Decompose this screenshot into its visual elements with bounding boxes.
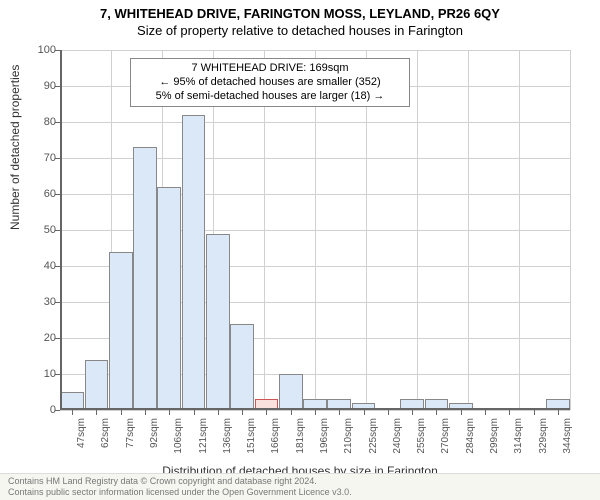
x-tick	[121, 410, 122, 415]
x-tick-label: 181sqm	[295, 418, 306, 468]
x-tick	[461, 410, 462, 415]
y-tick-label: 10	[30, 368, 56, 380]
x-tick-label: 225sqm	[368, 418, 379, 468]
grid-line-v	[468, 50, 469, 410]
x-tick-label: 136sqm	[222, 418, 233, 468]
x-tick	[315, 410, 316, 415]
info-box: 7 WHITEHEAD DRIVE: 169sqm← 95% of detach…	[130, 58, 410, 107]
x-tick	[436, 410, 437, 415]
info-line-2: ← 95% of detached houses are smaller (35…	[137, 76, 403, 90]
footer-line-1: Contains HM Land Registry data © Crown c…	[8, 476, 592, 487]
footer: Contains HM Land Registry data © Crown c…	[0, 473, 600, 500]
x-tick-label: 255sqm	[416, 418, 427, 468]
y-axis-label: Number of detached properties	[8, 65, 22, 230]
bar	[279, 374, 303, 410]
x-tick	[145, 410, 146, 415]
x-tick-label: 299sqm	[489, 418, 500, 468]
y-tick-label: 30	[30, 296, 56, 308]
y-tick-label: 40	[30, 260, 56, 272]
plot-area: 7 WHITEHEAD DRIVE: 169sqm← 95% of detach…	[60, 50, 570, 410]
info-line-1: 7 WHITEHEAD DRIVE: 169sqm	[137, 62, 403, 76]
x-tick-label: 151sqm	[246, 418, 257, 468]
x-tick-label: 240sqm	[392, 418, 403, 468]
x-tick	[534, 410, 535, 415]
y-tick-label: 90	[30, 80, 56, 92]
x-tick-label: 329sqm	[538, 418, 549, 468]
x-tick	[339, 410, 340, 415]
x-tick	[558, 410, 559, 415]
bar	[182, 115, 206, 410]
x-axis-line	[60, 408, 570, 410]
bar	[230, 324, 254, 410]
x-tick-label: 210sqm	[343, 418, 354, 468]
x-tick-label: 314sqm	[513, 418, 524, 468]
x-tick	[291, 410, 292, 415]
y-tick-label: 60	[30, 188, 56, 200]
x-tick	[364, 410, 365, 415]
footer-line-2: Contains public sector information licen…	[8, 487, 592, 498]
x-tick	[96, 410, 97, 415]
page-title: 7, WHITEHEAD DRIVE, FARINGTON MOSS, LEYL…	[0, 0, 600, 21]
x-tick	[266, 410, 267, 415]
bar	[85, 360, 109, 410]
x-tick-label: 166sqm	[270, 418, 281, 468]
x-tick	[194, 410, 195, 415]
grid-line-v	[519, 50, 520, 410]
x-tick-label: 284sqm	[465, 418, 476, 468]
x-tick-label: 196sqm	[319, 418, 330, 468]
x-tick	[485, 410, 486, 415]
x-tick-label: 344sqm	[562, 418, 573, 468]
chart-subtitle: Size of property relative to detached ho…	[0, 21, 600, 38]
x-tick	[242, 410, 243, 415]
grid-line-v	[417, 50, 418, 410]
y-tick-label: 50	[30, 224, 56, 236]
grid-line-v	[570, 50, 571, 410]
x-tick	[509, 410, 510, 415]
x-tick	[218, 410, 219, 415]
x-tick-label: 270sqm	[440, 418, 451, 468]
x-tick	[388, 410, 389, 415]
bar	[206, 234, 230, 410]
y-axis-line	[60, 50, 62, 410]
x-tick-label: 121sqm	[198, 418, 209, 468]
x-tick-label: 47sqm	[76, 418, 87, 468]
x-tick-label: 92sqm	[149, 418, 160, 468]
bar	[109, 252, 133, 410]
y-tick-label: 0	[30, 404, 56, 416]
bar	[133, 147, 157, 410]
x-tick	[169, 410, 170, 415]
y-tick-label: 70	[30, 152, 56, 164]
x-tick	[412, 410, 413, 415]
chart-container: 7, WHITEHEAD DRIVE, FARINGTON MOSS, LEYL…	[0, 0, 600, 500]
y-tick-label: 20	[30, 332, 56, 344]
x-tick-label: 106sqm	[173, 418, 184, 468]
y-tick-label: 80	[30, 116, 56, 128]
x-tick	[72, 410, 73, 415]
y-tick-label: 100	[30, 44, 56, 56]
info-line-3: 5% of semi-detached houses are larger (1…	[137, 90, 403, 104]
bar	[157, 187, 181, 410]
x-tick-label: 77sqm	[125, 418, 136, 468]
x-tick-label: 62sqm	[100, 418, 111, 468]
